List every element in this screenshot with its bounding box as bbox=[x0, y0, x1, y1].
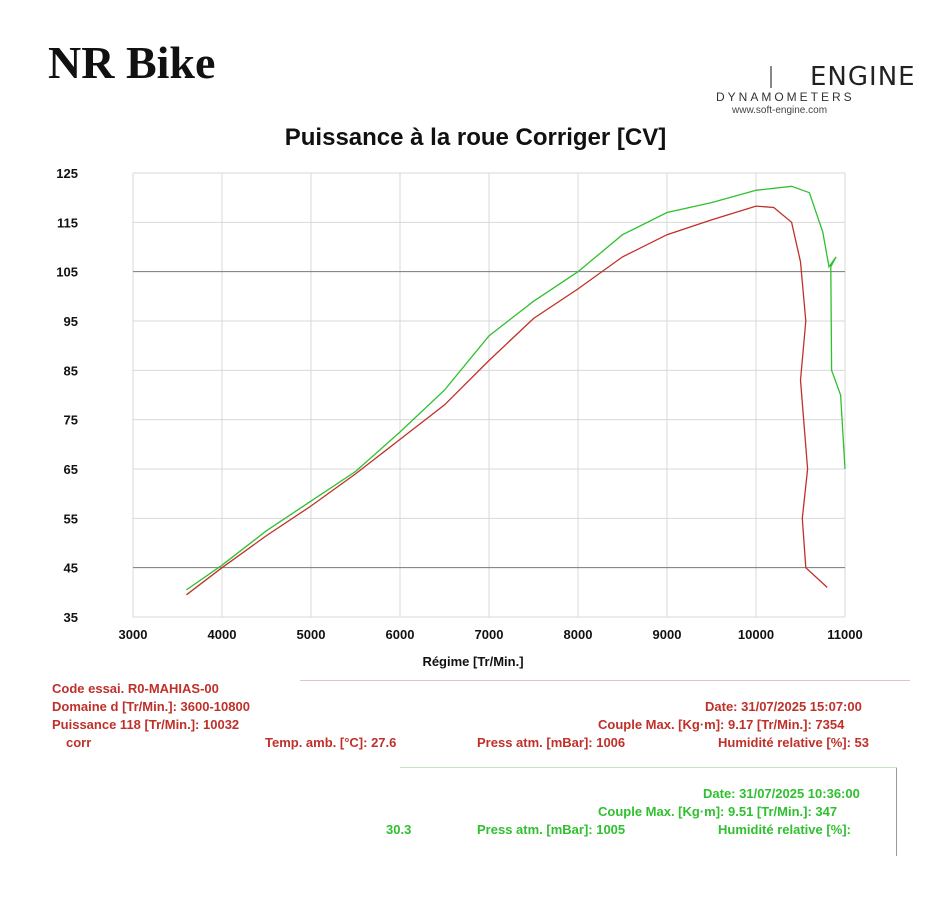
y-tick-label: 75 bbox=[64, 413, 78, 428]
run2-press: Press atm. [mBar]: 1005 bbox=[477, 822, 626, 837]
run1-press: Press atm. [mBar]: 1006 bbox=[477, 735, 626, 750]
run2-date: Date: 31/07/2025 10:36:00 bbox=[703, 786, 860, 801]
x-tick-label: 10000 bbox=[738, 627, 774, 642]
series-line-run-1 bbox=[186, 205, 828, 596]
x-tick-label: 4000 bbox=[208, 627, 237, 642]
run1-humid: Humidité relative [%]: 53 bbox=[718, 735, 869, 750]
y-tick-label: 45 bbox=[64, 561, 78, 576]
x-tick-label: 5000 bbox=[297, 627, 326, 642]
x-axis-label: Régime [Tr/Min.] bbox=[422, 654, 523, 669]
run1-code: Code essai. R0-MAHIAS-00 bbox=[52, 681, 219, 696]
run2-couple: Couple Max. [Kg·m]: 9.51 [Tr/Min.]: 347 bbox=[598, 804, 838, 819]
x-tick-label: 9000 bbox=[653, 627, 682, 642]
info-box-edge bbox=[896, 768, 897, 856]
run1-date: Date: 31/07/2025 15:07:00 bbox=[705, 699, 862, 714]
separator bbox=[300, 680, 910, 681]
run1-temp: Temp. amb. [°C]: 27.6 bbox=[265, 735, 397, 750]
x-tick-label: 8000 bbox=[564, 627, 593, 642]
logo-mark-icon bbox=[770, 66, 784, 88]
x-tick-label: 3000 bbox=[119, 627, 148, 642]
run2-temp: 30.3 bbox=[386, 822, 412, 837]
x-tick-label: 7000 bbox=[475, 627, 504, 642]
y-tick-label: 65 bbox=[64, 462, 78, 477]
separator bbox=[400, 767, 897, 768]
brand-title: NR Bike bbox=[48, 37, 216, 88]
y-tick-label: 85 bbox=[64, 363, 78, 378]
y-tick-label: 125 bbox=[56, 166, 78, 181]
y-tick-label: 95 bbox=[64, 314, 78, 329]
y-tick-label: 115 bbox=[57, 215, 78, 230]
run2-humid: Humidité relative [%]: bbox=[718, 822, 851, 837]
run1-puissance: Puissance 118 [Tr/Min.]: 10032 bbox=[52, 717, 240, 732]
logo-web-text: www.soft-engine.com bbox=[732, 105, 828, 116]
run1-domaine: Domaine d [Tr/Min.]: 3600-10800 bbox=[52, 699, 250, 714]
y-tick-label: 105 bbox=[56, 265, 78, 280]
run1-corr: corr bbox=[66, 735, 92, 750]
logo-sub-text: DYNAMOMETERS bbox=[716, 90, 855, 104]
logo-main-text: ENGINE bbox=[810, 62, 916, 92]
x-tick-label: 11000 bbox=[827, 627, 862, 642]
chart-title: Puissance à la roue Corriger [CV] bbox=[284, 124, 667, 151]
run1-couple: Couple Max. [Kg·m]: 9.17 [Tr/Min.]: 7354 bbox=[598, 717, 845, 732]
dynamometer-logo: ENGINE DYNAMOMETERS www.soft-engine.com bbox=[710, 62, 915, 122]
series-line-run-2 bbox=[186, 185, 846, 591]
y-tick-label: 35 bbox=[64, 610, 78, 625]
y-tick-label: 55 bbox=[64, 511, 78, 526]
x-tick-label: 6000 bbox=[386, 627, 415, 642]
power-chart: 3000 4000 5000 6000 7000 8000 9000 10000 11000 35… bbox=[56, 166, 862, 669]
